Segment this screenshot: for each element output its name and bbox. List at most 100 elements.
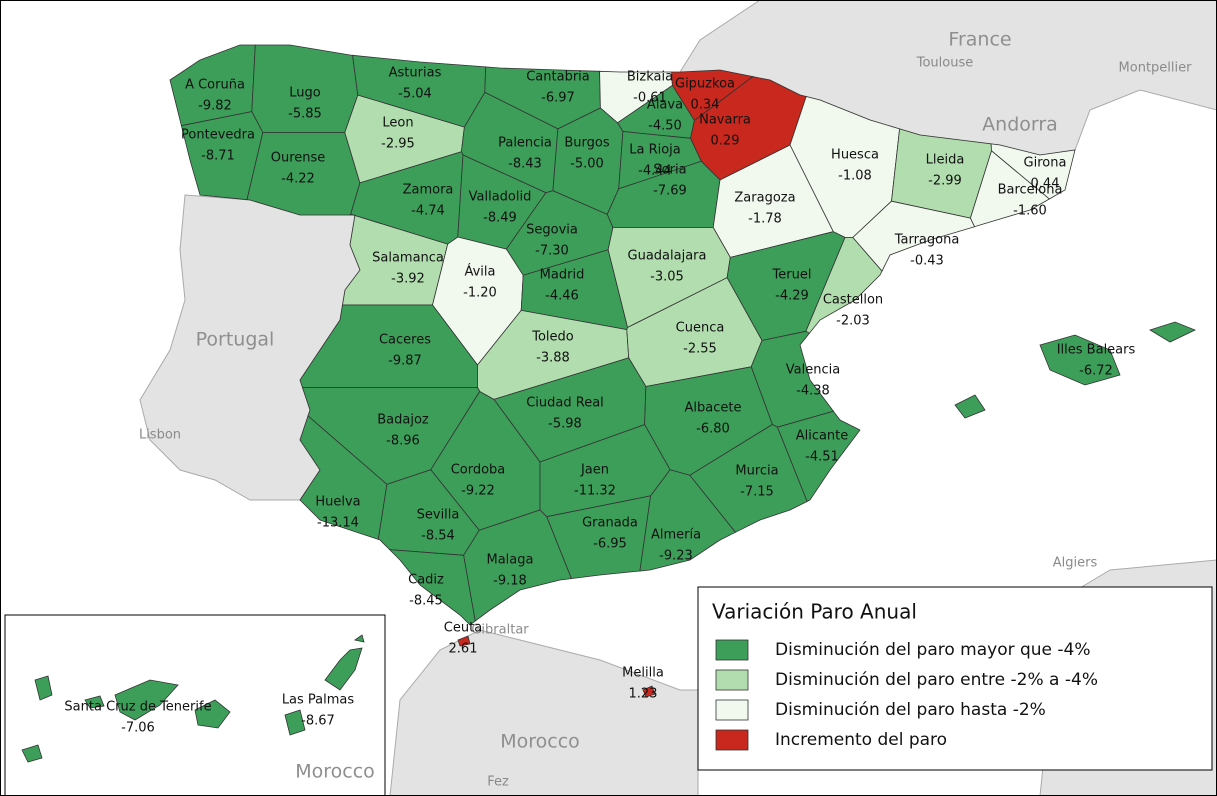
legend-swatch: [716, 670, 748, 690]
province-value: -0.43: [910, 254, 944, 269]
province-value: -3.88: [536, 351, 570, 366]
province-name: Barcelona: [998, 183, 1063, 198]
province-value: 2.61: [449, 642, 478, 657]
place-label: Fez: [487, 775, 509, 790]
province-name: Albacete: [685, 401, 742, 416]
province-value: -1.08: [838, 169, 872, 184]
province-name: Huelva: [315, 495, 360, 510]
province-name: Santa Cruz de Tenerife: [64, 700, 211, 715]
province-value: -5.04: [398, 87, 432, 102]
place-label: Toulouse: [916, 56, 974, 71]
province-value: -4.51: [805, 450, 839, 465]
province-name: Cuenca: [676, 321, 725, 336]
province-value: -9.82: [198, 99, 232, 114]
province-value: -4.50: [648, 119, 682, 134]
province-name: Cantabria: [526, 70, 590, 85]
province-name: Cadiz: [408, 573, 444, 588]
province-value: -1.78: [748, 212, 782, 227]
province-value: -9.18: [493, 574, 527, 589]
place-label: Algiers: [1053, 556, 1098, 571]
province-name: Guadalajara: [628, 249, 707, 264]
province-value: -1.60: [1013, 204, 1047, 219]
legend-swatch: [716, 730, 748, 750]
legend-label: Disminución del paro mayor que -4%: [775, 640, 1091, 660]
province-name: Malaga: [487, 553, 534, 568]
province-value: 0.29: [711, 134, 740, 149]
province-name: Leon: [382, 116, 413, 131]
map: FranceToulouseMontpellierAndorraPortugal…: [0, 0, 1217, 796]
province-value: -8.71: [201, 149, 235, 164]
province-name: Tarragona: [894, 233, 960, 248]
province-name: Bizkaia: [627, 70, 673, 85]
province-name: Asturias: [389, 66, 442, 81]
province-value: -5.00: [570, 157, 604, 172]
province-value: -4.29: [775, 289, 809, 304]
legend-label: Disminución del paro hasta -2%: [775, 700, 1046, 720]
place-label: France: [948, 29, 1011, 51]
province-name: Caceres: [379, 333, 431, 348]
province-value: -2.55: [683, 342, 717, 357]
province-value: -6.95: [593, 537, 627, 552]
province-value: -1.20: [463, 286, 497, 301]
province-name: Toledo: [531, 330, 574, 345]
province-name: Granada: [582, 516, 638, 531]
province-value: -6.97: [541, 91, 575, 106]
place-label: Morocco: [500, 731, 580, 753]
province-name: Badajoz: [377, 413, 429, 428]
province-name: Zamora: [403, 183, 454, 198]
province-value: -2.99: [928, 174, 962, 189]
province-value: -7.15: [740, 485, 774, 500]
place-label: Montpellier: [1119, 61, 1193, 76]
province-value: -8.54: [421, 529, 455, 544]
province-name: Almería: [651, 528, 701, 543]
legend-swatch: [716, 700, 748, 720]
province-name: Palencia: [498, 136, 552, 151]
province-name: Gipuzkoa: [675, 77, 735, 92]
province-value: -7.69: [653, 184, 687, 199]
place-label: Lisbon: [139, 428, 181, 443]
province-value: -9.23: [659, 549, 693, 564]
province-name: Murcia: [735, 464, 778, 479]
province-name: Salamanca: [372, 251, 444, 266]
province-name: Sevilla: [417, 508, 460, 523]
province-name: Burgos: [564, 136, 609, 151]
province-name: Navarra: [699, 113, 751, 128]
province-name: Lleida: [926, 153, 965, 168]
province-value: -5.85: [288, 107, 322, 122]
legend-label: Disminución del paro entre -2% a -4%: [775, 670, 1098, 690]
province-name: Ceuta: [444, 621, 482, 636]
province-name: Lugo: [289, 86, 321, 101]
province-name: Cordoba: [451, 463, 506, 478]
province-value: -2.95: [381, 137, 415, 152]
province-value: -13.14: [317, 516, 359, 531]
province-name: Madrid: [540, 268, 585, 283]
province-value: -8.67: [301, 714, 335, 729]
legend-swatch: [716, 640, 748, 660]
province-name: Valencia: [786, 363, 840, 378]
province-value: -4.38: [796, 384, 830, 399]
province-value: -6.80: [696, 422, 730, 437]
province-name: Huesca: [831, 148, 879, 163]
legend-title: Variación Paro Anual: [712, 600, 917, 624]
province-value: -6.72: [1079, 364, 1113, 379]
province-value: -2.03: [836, 314, 870, 329]
province-value: -11.32: [574, 484, 616, 499]
province-value: -9.87: [388, 354, 422, 369]
province-name: Soria: [653, 163, 686, 178]
province-name: Castellon: [823, 293, 883, 308]
province-value: -3.92: [391, 272, 425, 287]
province-value: -8.45: [409, 594, 443, 609]
province-value: -4.22: [281, 172, 315, 187]
province-name: Illes Balears: [1057, 343, 1136, 358]
province-name: Zaragoza: [734, 191, 795, 206]
province-value: -7.30: [535, 244, 569, 259]
province-value: -7.06: [121, 721, 155, 736]
province-name: La Rioja: [629, 143, 681, 158]
place-label: Andorra: [982, 114, 1058, 136]
province-value: 1.23: [629, 687, 658, 702]
province-value: -8.43: [508, 157, 542, 172]
province-name: A Coruña: [185, 78, 245, 93]
province-value: -8.49: [483, 211, 517, 226]
province-name: Pontevedra: [181, 128, 255, 143]
province-name: Segovia: [526, 223, 578, 238]
